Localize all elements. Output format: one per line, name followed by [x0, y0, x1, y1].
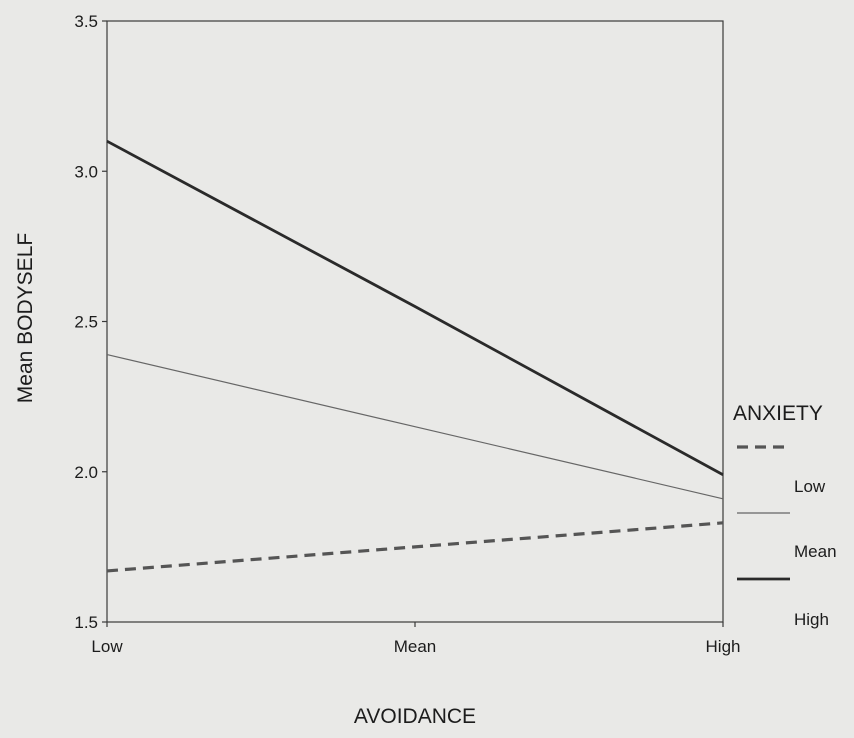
x-axis-label: AVOIDANCE: [354, 705, 476, 728]
plot-frame: [107, 21, 723, 622]
series-layer: [107, 141, 723, 571]
x-tick-label: Low: [91, 637, 123, 656]
legend-label-mean: Mean: [794, 542, 837, 561]
y-axis-label: Mean BODYSELF: [14, 233, 37, 403]
series-line-high: [107, 141, 723, 475]
x-axis: Low Mean High: [91, 622, 740, 656]
x-tick-label: High: [706, 637, 741, 656]
y-axis: 1.5 2.0 2.5 3.0 3.5: [74, 12, 107, 632]
y-tick-label: 2.0: [74, 463, 98, 482]
x-tick-label: Mean: [394, 637, 437, 656]
legend-label-low: Low: [794, 477, 826, 496]
y-tick-label: 2.5: [74, 313, 98, 332]
legend: ANXIETY Low Mean High: [733, 402, 837, 629]
legend-title: ANXIETY: [733, 402, 823, 425]
y-tick-label: 3.0: [74, 162, 98, 181]
y-tick-label: 1.5: [74, 613, 98, 632]
y-tick-label: 3.5: [74, 12, 98, 31]
legend-label-high: High: [794, 610, 829, 629]
